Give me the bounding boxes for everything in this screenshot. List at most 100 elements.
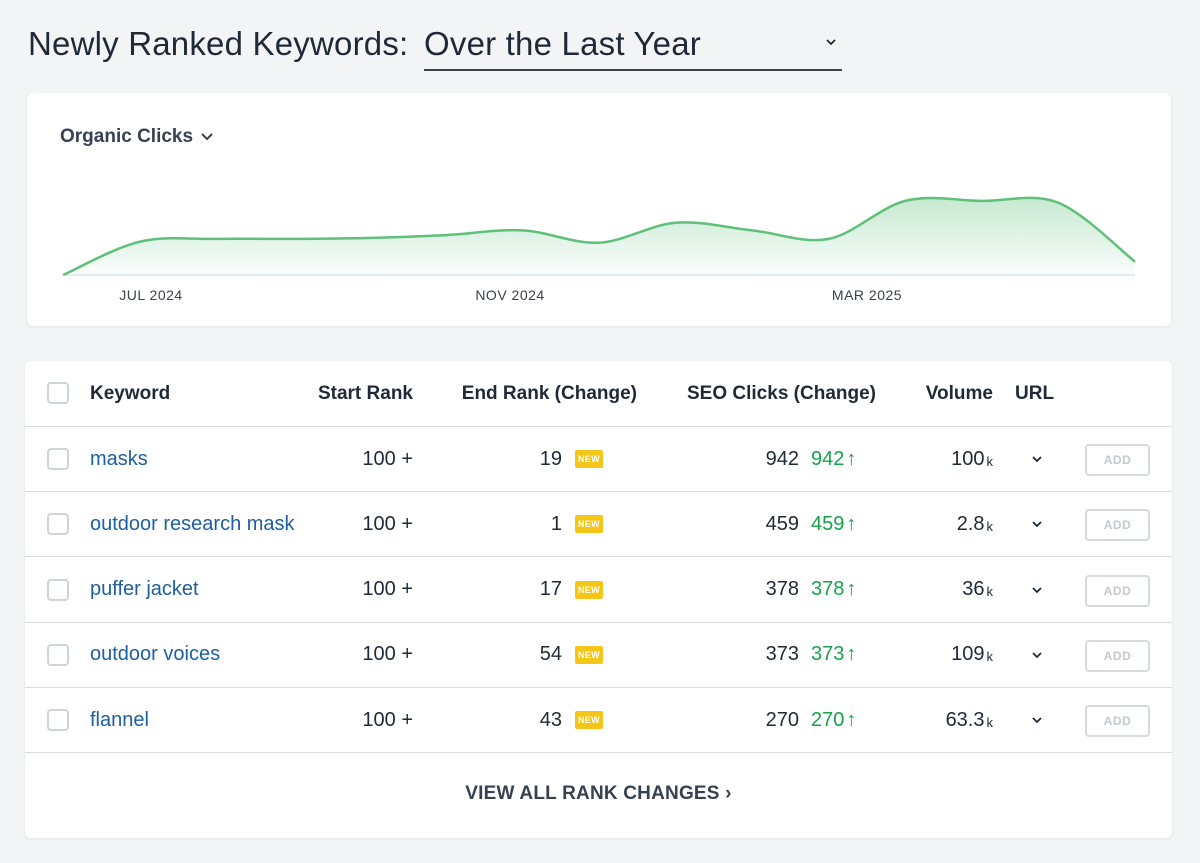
new-badge: NEW — [575, 711, 603, 730]
start-rank-value: 100 + — [362, 708, 413, 731]
chevron-down-icon — [1032, 586, 1042, 593]
table-row: flannel 100 +43 NEW 270 270 ↑ 63.3 k ADD — [25, 688, 1172, 754]
arrow-up-icon: ↑ — [846, 447, 857, 470]
view-all-rank-changes-link[interactable]: VIEW ALL RANK CHANGES › — [465, 783, 732, 804]
row-checkbox[interactable] — [47, 513, 69, 536]
volume-number: 63.3 — [945, 708, 985, 731]
col-header-keyword[interactable]: Keyword — [90, 382, 171, 404]
volume-unit: k — [986, 714, 994, 730]
row-checkbox[interactable] — [47, 709, 69, 732]
keyword-link[interactable]: flannel — [90, 708, 149, 731]
seo-clicks-change: 373 ↑ — [811, 623, 856, 687]
arrow-up-icon: ↑ — [846, 643, 857, 666]
start-rank-value: 100 + — [362, 512, 413, 535]
col-header-start-rank[interactable]: Start Rank — [317, 382, 413, 404]
metric-dropdown[interactable]: Organic Clicks — [60, 126, 213, 148]
keyword-link[interactable]: masks — [90, 447, 148, 470]
add-button[interactable]: ADD — [1085, 444, 1150, 476]
volume-number: 36 — [962, 578, 985, 601]
start-rank-value: 100 + — [362, 447, 413, 470]
col-header-volume[interactable]: Volume — [925, 382, 993, 404]
seo-clicks-value: 373 — [765, 643, 799, 666]
end-rank-value: 17 — [539, 578, 562, 601]
volume-number: 109 — [951, 643, 985, 666]
url-dropdown[interactable] — [1031, 623, 1043, 687]
add-button[interactable]: ADD — [1085, 509, 1150, 542]
organic-clicks-chart: JUL 2024 NOV 2024 MAR 2025 — [62, 196, 1136, 303]
seo-clicks-change-value: 942 — [811, 447, 845, 470]
chevron-down-icon — [201, 133, 213, 141]
page-header: Newly Ranked Keywords: Over the Last Yea… — [28, 22, 842, 72]
volume-value: 100 k — [885, 427, 993, 491]
seo-clicks-change-value: 378 — [811, 578, 845, 601]
start-rank-value: 100 + — [362, 578, 413, 601]
x-tick-label: NOV 2024 — [475, 287, 544, 303]
keyword-link[interactable]: puffer jacket — [90, 578, 199, 601]
volume-value: 109 k — [885, 623, 993, 687]
volume-unit: k — [986, 518, 994, 534]
table-row: outdoor research mask 100 +1 NEW 459 459 ↑ 2.8… — [25, 492, 1172, 558]
keywords-table: Keyword Start Rank End Rank (Change) SEO… — [25, 361, 1172, 838]
arrow-up-icon: ↑ — [846, 578, 857, 601]
url-dropdown[interactable] — [1031, 427, 1043, 491]
end-rank-value: 43 — [539, 708, 562, 731]
seo-clicks-change-value: 459 — [811, 512, 845, 535]
keyword-link[interactable]: outdoor research mask — [90, 512, 295, 535]
volume-value: 63.3 k — [885, 688, 993, 752]
volume-unit: k — [986, 584, 994, 600]
volume-unit: k — [986, 649, 994, 665]
volume-unit: k — [986, 453, 994, 469]
metric-dropdown-label: Organic Clicks — [60, 126, 194, 147]
col-header-url: URL — [1015, 382, 1055, 404]
arrow-up-icon: ↑ — [846, 708, 857, 731]
row-checkbox[interactable] — [47, 448, 69, 470]
clicks-area — [63, 197, 1135, 275]
new-badge: NEW — [575, 580, 603, 599]
keyword-link[interactable]: outdoor voices — [90, 643, 221, 666]
url-dropdown[interactable] — [1031, 688, 1043, 752]
page-title: Newly Ranked Keywords: — [28, 25, 409, 62]
seo-clicks-value: 270 — [765, 708, 799, 731]
volume-number: 2.8 — [956, 512, 985, 535]
period-dropdown[interactable]: Over the Last Year — [424, 22, 842, 71]
volume-number: 100 — [951, 447, 985, 470]
seo-clicks-change: 459 ↑ — [811, 492, 856, 556]
x-tick-label: JUL 2024 — [119, 287, 182, 303]
x-tick-label: MAR 2025 — [832, 287, 902, 303]
add-button[interactable]: ADD — [1085, 574, 1150, 607]
start-rank-value: 100 + — [362, 643, 413, 666]
select-all-checkbox[interactable] — [47, 382, 69, 404]
arrow-up-icon: ↑ — [846, 512, 857, 535]
seo-clicks-value: 378 — [765, 578, 799, 601]
seo-clicks-change: 942 ↑ — [811, 427, 856, 491]
clicks-line — [62, 196, 1136, 277]
col-header-seo-clicks[interactable]: SEO Clicks (Change) — [687, 382, 876, 404]
table-row: puffer jacket 100 +17 NEW 378 378 ↑ 36 k ADD — [25, 558, 1172, 623]
url-dropdown[interactable] — [1031, 492, 1043, 556]
table-row: masks 100 +19 NEW 942 942 ↑ 100 k ADD — [25, 427, 1172, 492]
end-rank-value: 19 — [539, 447, 562, 470]
url-dropdown[interactable] — [1031, 558, 1043, 622]
seo-clicks-value: 459 — [765, 512, 799, 535]
seo-clicks-change-value: 270 — [811, 708, 845, 731]
chevron-down-icon — [1032, 521, 1042, 528]
add-button[interactable]: ADD — [1085, 705, 1150, 738]
seo-clicks-change: 270 ↑ — [811, 688, 856, 752]
chart-card: Organic Clicks JUL 2024 NOV 2024 MAR 2025 — [27, 93, 1171, 326]
period-dropdown-value: Over the Last Year — [424, 25, 701, 62]
row-checkbox[interactable] — [47, 643, 69, 666]
add-button[interactable]: ADD — [1085, 639, 1150, 672]
row-checkbox[interactable] — [47, 578, 69, 601]
volume-value: 36 k — [885, 558, 993, 622]
seo-clicks-change: 378 ↑ — [811, 558, 856, 622]
chevron-down-icon — [1032, 717, 1042, 724]
col-header-end-rank[interactable]: End Rank (Change) — [461, 382, 637, 404]
volume-value: 2.8 k — [885, 492, 993, 556]
chevron-down-icon — [1032, 456, 1042, 463]
new-badge: NEW — [575, 515, 603, 534]
chevron-down-icon — [826, 39, 836, 46]
table-row: outdoor voices 100 +54 NEW 373 373 ↑ 109 k ADD — [25, 623, 1172, 688]
seo-clicks-change-value: 373 — [811, 643, 845, 666]
new-badge: NEW — [575, 645, 603, 664]
end-rank-value: 1 — [550, 512, 562, 535]
